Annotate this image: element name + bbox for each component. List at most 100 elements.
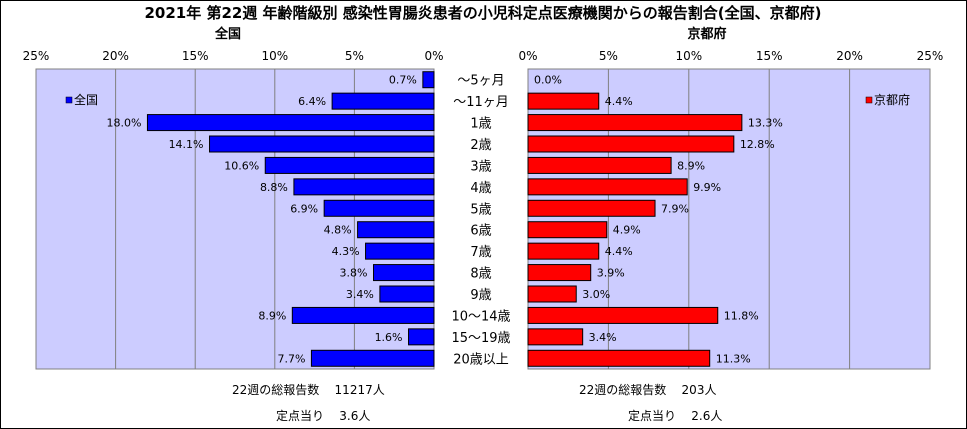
right-panel-title: 京都府: [687, 26, 726, 42]
kyoto-data-label: 9.9%: [693, 181, 721, 194]
kyoto-bar: [527, 285, 577, 303]
national-bar: [331, 92, 435, 110]
category-label: 2歳: [470, 138, 491, 153]
national-data-label: 4.3%: [332, 245, 360, 258]
category-label: 3歳: [470, 159, 491, 174]
category-label: 6歳: [470, 224, 491, 239]
right-tick-label: 25%: [917, 49, 944, 63]
category-label: 8歳: [470, 267, 491, 282]
national-data-label: 0.7%: [389, 74, 417, 87]
left-tick-label: 5%: [345, 49, 364, 63]
kyoto-per-value: 2.6人: [691, 409, 723, 423]
kyoto-data-label: 3.4%: [589, 331, 617, 344]
national-per-label: 定点当り: [276, 409, 325, 423]
kyoto-total-label: 22週の総報告数: [579, 383, 667, 397]
national-total-value: 11217人: [334, 383, 385, 397]
kyoto-data-label: 7.9%: [661, 202, 689, 215]
national-data-label: 6.9%: [290, 202, 318, 215]
kyoto-bar: [527, 114, 743, 132]
national-bar: [373, 264, 435, 282]
chart-title: 2021年 第22週 年齢階級別 感染性胃腸炎患者の小児科定点医療機関からの報告…: [144, 4, 821, 22]
national-bar: [264, 156, 435, 174]
category-label: 4歳: [470, 181, 491, 196]
kyoto-bar: [527, 221, 608, 239]
national-bar: [310, 349, 435, 367]
right-plot-area: [527, 68, 931, 370]
national-data-label: 1.6%: [375, 331, 403, 344]
national-data-label: 7.7%: [277, 352, 305, 365]
national-per-site: 定点当り 3.6人: [276, 407, 370, 424]
kyoto-bar: [527, 264, 592, 282]
national-bar: [146, 114, 435, 132]
left-tick-label: 20%: [102, 49, 129, 63]
left-tick-label: 25%: [23, 49, 50, 63]
national-data-label: 8.8%: [260, 181, 288, 194]
kyoto-data-label: 3.9%: [597, 267, 625, 280]
national-bar: [408, 328, 435, 346]
national-total: 22週の総報告数 11217人: [232, 381, 385, 398]
legend-kyoto-swatch: [865, 96, 873, 104]
right-tick-label: 5%: [599, 49, 618, 63]
national-data-label: 3.4%: [346, 288, 374, 301]
national-bar: [291, 306, 435, 324]
kyoto-data-label: 11.8%: [724, 309, 759, 322]
category-label: 10～14歳: [451, 309, 510, 324]
kyoto-per-label: 定点当り: [628, 409, 677, 423]
right-tick-label: 20%: [836, 49, 863, 63]
kyoto-data-label: 11.3%: [716, 352, 751, 365]
left-panel-title: 全国: [214, 26, 241, 42]
national-per-value: 3.6人: [339, 409, 371, 423]
kyoto-per-site: 定点当り 2.6人: [628, 407, 722, 424]
kyoto-data-label: 3.0%: [582, 288, 610, 301]
national-bar: [209, 135, 435, 153]
category-label: 9歳: [470, 288, 491, 303]
legend-national-label: 全国: [74, 92, 98, 107]
kyoto-data-label: 13.3%: [748, 117, 783, 130]
national-data-label: 10.6%: [224, 159, 259, 172]
kyoto-data-label: 0.0%: [534, 74, 562, 87]
category-label: 5歳: [470, 202, 491, 217]
national-data-label: 4.8%: [324, 224, 352, 237]
category-label: ～11ヶ月: [453, 95, 509, 110]
kyoto-total: 22週の総報告数 203人: [579, 381, 716, 398]
kyoto-data-label: 4.9%: [613, 224, 641, 237]
left-plot-area: [35, 68, 435, 370]
kyoto-total-value: 203人: [681, 383, 717, 397]
kyoto-data-label: 8.9%: [677, 159, 705, 172]
national-bar: [293, 178, 435, 196]
kyoto-bar: [527, 199, 656, 217]
national-bar: [357, 221, 435, 239]
kyoto-bar: [527, 242, 600, 260]
category-label: 1歳: [470, 117, 491, 132]
national-bar: [323, 199, 435, 217]
legend-kyoto-label: 京都府: [874, 92, 910, 107]
national-data-label: 6.4%: [298, 95, 326, 108]
national-data-label: 18.0%: [106, 117, 141, 130]
category-label: 7歳: [470, 245, 491, 260]
right-tick-label: 15%: [756, 49, 783, 63]
kyoto-data-label: 12.8%: [740, 138, 775, 151]
kyoto-bar: [527, 135, 735, 153]
kyoto-bar: [527, 349, 711, 367]
kyoto-bar: [527, 178, 688, 196]
right-tick-label: 10%: [675, 49, 702, 63]
kyoto-bar: [527, 156, 672, 174]
national-bar: [365, 242, 435, 260]
national-data-label: 3.8%: [340, 267, 368, 280]
national-bar: [422, 71, 435, 89]
left-tick-label: 10%: [261, 49, 288, 63]
kyoto-bar: [527, 306, 719, 324]
national-bar: [379, 285, 435, 303]
legend-national-swatch: [65, 96, 73, 104]
category-label: ～5ヶ月: [457, 74, 504, 89]
national-total-label: 22週の総報告数: [232, 383, 320, 397]
kyoto-bar: [527, 92, 600, 110]
national-data-label: 14.1%: [169, 138, 204, 151]
left-tick-label: 0%: [424, 49, 443, 63]
right-tick-label: 0%: [518, 49, 537, 63]
left-tick-label: 15%: [182, 49, 209, 63]
kyoto-data-label: 4.4%: [605, 95, 633, 108]
kyoto-bar: [527, 328, 584, 346]
kyoto-data-label: 4.4%: [605, 245, 633, 258]
